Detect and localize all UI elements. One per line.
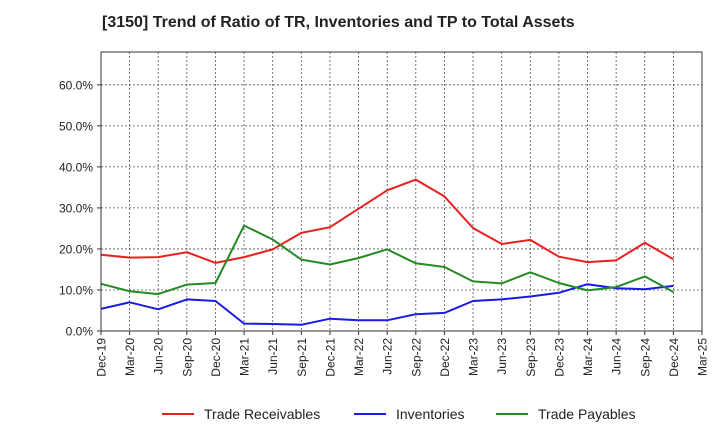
series-lines [100,178,674,326]
x-tick-label: Mar-21 [238,338,252,376]
plot-frame [100,51,703,332]
x-tick-label: Sep-20 [180,338,194,377]
x-tick-label: Mar-25 [696,338,710,376]
series-line-trade-receivables [100,178,674,264]
y-tick-label: 0.0% [66,325,94,339]
series-line-trade-payables [100,224,674,296]
y-axis-ticks: 0.0% 10.0% 20.0% 30.0% 40.0% 50.0% 60.0% [59,78,101,339]
x-tick-label: Dec-23 [552,338,566,377]
legend: Trade Receivables Inventories Trade Payabl… [162,406,636,422]
x-tick-label: Sep-24 [638,338,652,377]
x-tick-label: Dec-19 [95,338,109,377]
legend-label: Inventories [396,406,464,422]
x-tick-label: Dec-21 [323,338,337,377]
x-tick-label: Mar-24 [581,338,595,376]
y-tick-label: 40.0% [59,160,93,174]
y-tick-label: 50.0% [59,119,93,133]
grid-lines [101,52,702,331]
legend-label: Trade Payables [538,406,636,422]
x-tick-label: Jun-21 [266,338,280,375]
x-tick-label: Sep-21 [295,338,309,377]
x-axis-ticks: Dec-19 Mar-20 Jun-20 Sep-20 Dec-20 Mar-21 Jun-… [95,331,710,377]
y-tick-label: 20.0% [59,242,93,256]
x-tick-label: Mar-22 [352,338,366,376]
x-tick-label: Mar-23 [467,338,481,376]
x-tick-label: Sep-22 [409,338,423,377]
y-tick-label: 60.0% [59,78,93,92]
x-tick-label: Mar-20 [123,338,137,376]
x-tick-label: Jun-23 [495,338,509,375]
legend-label: Trade Receivables [204,406,320,422]
x-tick-label: Sep-23 [524,338,538,377]
x-tick-label: Jun-22 [381,338,395,375]
chart-title: [3150] Trend of Ratio of TR, Inventories… [102,14,575,31]
x-tick-label: Dec-22 [438,338,452,377]
y-tick-label: 10.0% [59,283,93,297]
x-tick-label: Jun-20 [152,338,166,375]
x-tick-label: Jun-24 [610,338,624,375]
y-tick-label: 30.0% [59,201,93,215]
x-tick-label: Dec-24 [667,338,681,377]
x-tick-label: Dec-20 [209,338,223,377]
